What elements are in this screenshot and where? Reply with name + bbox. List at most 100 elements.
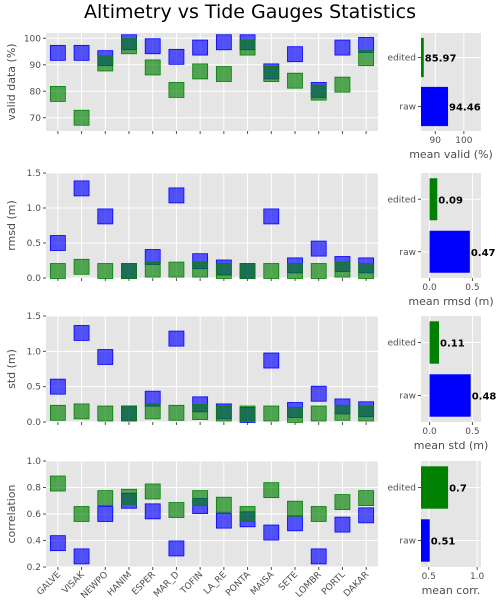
marker-edited-newpo — [97, 405, 114, 422]
y-tick-label-raw: raw — [399, 103, 416, 113]
x-axis-label: mean rmsd (m) — [408, 295, 493, 308]
bar-edited — [429, 321, 439, 364]
x-tick-label: 0.5 — [422, 572, 436, 582]
marker-raw-portl — [334, 39, 351, 56]
x-tick-label-lombr: LOMBR — [294, 570, 324, 600]
marker-edited-la-re — [215, 263, 232, 279]
marker-edited-ponta — [239, 39, 256, 56]
marker-edited-galve — [49, 263, 66, 279]
marker-edited-newpo — [97, 55, 114, 72]
marker-raw-newpo — [97, 349, 114, 365]
bar-value-label-edited: 85.97 — [425, 54, 457, 65]
y-tick-label: 90 — [30, 61, 42, 71]
marker-edited-maisa — [263, 66, 280, 82]
y-tick-label: 80 — [30, 87, 42, 97]
bar-edited — [429, 178, 438, 221]
x-tick-label: 0.0 — [422, 427, 437, 437]
scatter-panel-rmsd-m: 0.0 0.5 1.0 1.5 rmsd (m) — [5, 169, 378, 284]
bar-panel-mean-rmsd-m: 0.0 0.5 mean rmsd (m) edited 0.09 raw 0.47 — [387, 173, 496, 308]
bar-edited — [421, 37, 424, 78]
marker-raw-visak — [73, 325, 90, 341]
bar-value-label-edited: 0.7 — [449, 484, 467, 495]
marker-raw-esper — [144, 503, 161, 520]
x-axis-label: mean std (m) — [414, 439, 489, 452]
y-tick-label-raw: raw — [399, 392, 416, 402]
bar-panel-mean-std-m: 0.0 0.5 mean std (m) edited 0.11 raw 0.48 — [387, 316, 496, 452]
marker-raw-newpo — [97, 506, 114, 522]
bar-panel-mean-corr: 0.5 1.0 mean corr. edited 0.7 raw 0.51 — [387, 461, 485, 597]
bar-raw — [421, 519, 430, 562]
y-tick-label: 1.5 — [27, 312, 41, 322]
y-tick-label-edited: edited — [387, 484, 416, 494]
y-axis-label: std (m) — [5, 349, 18, 389]
marker-raw-maisa — [263, 352, 280, 369]
marker-raw-dakar — [358, 507, 375, 524]
y-tick-label: 100 — [24, 34, 41, 44]
marker-raw-galve — [49, 235, 66, 251]
marker-edited-dakar — [358, 263, 375, 279]
y-tick-label-edited: edited — [387, 339, 416, 349]
marker-edited-esper — [144, 59, 161, 76]
bar-value-label-edited: 0.11 — [440, 339, 465, 350]
marker-edited-lombr — [310, 84, 327, 101]
y-tick-label: 1.5 — [27, 169, 41, 179]
marker-raw-la-re — [215, 512, 232, 529]
marker-raw-visak — [73, 180, 90, 197]
marker-edited-dakar — [358, 50, 375, 67]
marker-raw-mar-d — [168, 48, 185, 65]
marker-edited-tofin — [192, 404, 209, 421]
marker-edited-hanim — [121, 263, 137, 279]
figure-title: Altimetry vs Tide Gauges Statistics — [84, 1, 416, 23]
marker-raw-newpo — [97, 208, 114, 225]
marker-edited-esper — [144, 403, 161, 420]
marker-edited-galve — [49, 404, 66, 421]
y-tick-label: 0.8 — [27, 484, 42, 494]
marker-edited-sete — [287, 407, 303, 423]
marker-raw-galve — [49, 378, 66, 395]
marker-edited-lombr — [310, 405, 327, 422]
marker-edited-sete — [287, 500, 303, 517]
marker-edited-sete — [287, 72, 303, 89]
marker-raw-lombr — [310, 548, 327, 565]
marker-raw-lombr — [310, 240, 327, 257]
marker-raw-lombr — [310, 385, 327, 402]
marker-raw-sete — [287, 46, 303, 63]
marker-edited-visak — [73, 403, 90, 420]
y-tick-label: 1.0 — [27, 204, 42, 214]
marker-edited-la-re — [215, 405, 232, 422]
marker-edited-mar-d — [168, 502, 185, 518]
y-axis-label: correlation — [5, 484, 18, 543]
marker-edited-esper — [144, 261, 161, 278]
scatter-panel-correlation: 0.20.40.60.81.0GALVEVISAKNEWPOHANIMESPER… — [5, 457, 378, 601]
marker-edited-galve — [49, 86, 66, 102]
x-tick-label: 0.5 — [465, 427, 479, 437]
marker-raw-dakar — [358, 37, 375, 53]
y-tick-label: 0.5 — [27, 239, 41, 249]
x-tick-label-hanim: HANIM — [106, 570, 134, 598]
y-tick-label: 0.0 — [27, 274, 42, 284]
marker-edited-sete — [287, 263, 303, 279]
bar-value-label-raw: 0.47 — [471, 248, 496, 259]
marker-edited-hanim — [121, 405, 137, 422]
bar-raw — [429, 374, 471, 417]
marker-raw-tofin — [192, 39, 209, 56]
marker-raw-sete — [287, 515, 303, 532]
x-tick-label-ponta: PONTA — [224, 569, 253, 598]
x-tick-label-galve: GALVE — [35, 570, 63, 598]
x-tick-label: 1.0 — [470, 572, 485, 582]
x-axis-label: mean valid (%) — [409, 148, 493, 161]
marker-edited-hanim — [121, 38, 137, 55]
marker-edited-mar-d — [168, 404, 185, 421]
bar-value-label-raw: 94.46 — [449, 103, 481, 114]
x-tick-label: 0.0 — [422, 283, 437, 293]
x-tick-label-maisa: MAISA — [249, 569, 277, 597]
marker-edited-tofin — [192, 261, 209, 278]
y-tick-label: 70 — [30, 114, 42, 124]
marker-edited-ponta — [239, 405, 256, 422]
marker-edited-dakar — [358, 405, 375, 422]
y-tick-label: 0.6 — [27, 510, 42, 520]
marker-edited-visak — [73, 506, 90, 522]
marker-edited-la-re — [215, 66, 232, 82]
